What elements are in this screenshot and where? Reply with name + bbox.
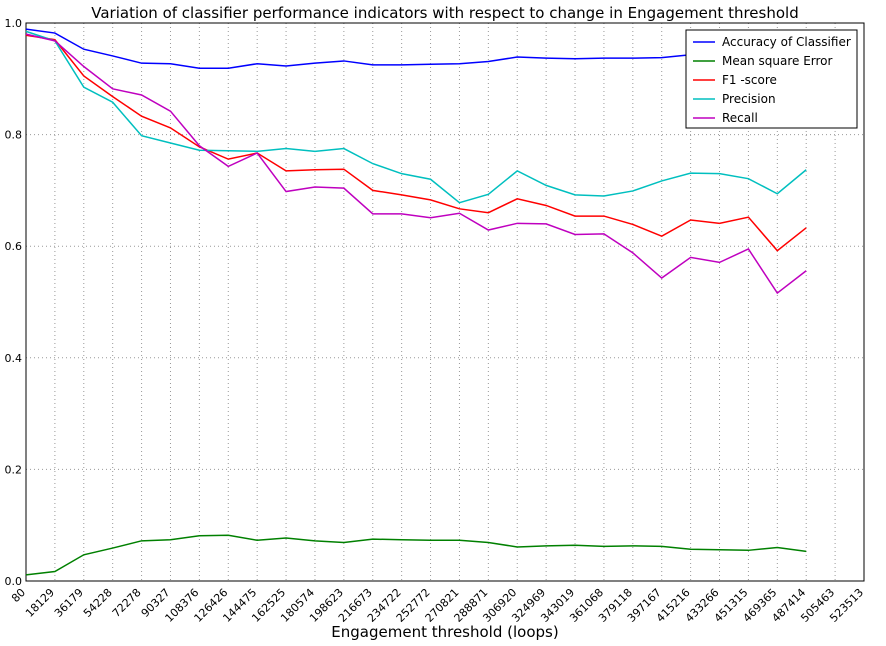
y-tick-label: 1.0 bbox=[5, 17, 23, 30]
series-line bbox=[25, 28, 807, 69]
y-tick-label: 0.4 bbox=[5, 352, 23, 365]
legend-label: Accuracy of Classifier bbox=[722, 35, 851, 49]
y-tick-label: 0.8 bbox=[5, 129, 23, 142]
series-line bbox=[25, 33, 807, 295]
x-tick-label: 18129 bbox=[23, 586, 57, 620]
legend-label: F1 -score bbox=[722, 73, 777, 87]
legend-box bbox=[685, 29, 858, 129]
legend-label: Precision bbox=[722, 92, 776, 106]
series-line bbox=[25, 30, 807, 204]
plot-frame bbox=[25, 22, 865, 582]
x-tick-label: 36179 bbox=[52, 586, 86, 620]
y-tick-label: 0.6 bbox=[5, 240, 23, 253]
x-axis-label: Engagement threshold (loops) bbox=[331, 623, 558, 641]
legend-label: Mean square Error bbox=[722, 54, 833, 68]
x-tick-label: 54228 bbox=[81, 586, 115, 620]
series-line bbox=[25, 534, 807, 576]
legend-label: Recall bbox=[722, 111, 758, 125]
x-tick-label: 80 bbox=[9, 586, 28, 605]
y-tick-label: 0.0 bbox=[5, 575, 23, 588]
series-line bbox=[25, 34, 807, 252]
y-tick-label: 0.2 bbox=[5, 463, 23, 476]
x-tick-label: 72278 bbox=[110, 586, 144, 620]
chart-title: Variation of classifier performance indi… bbox=[91, 4, 798, 22]
